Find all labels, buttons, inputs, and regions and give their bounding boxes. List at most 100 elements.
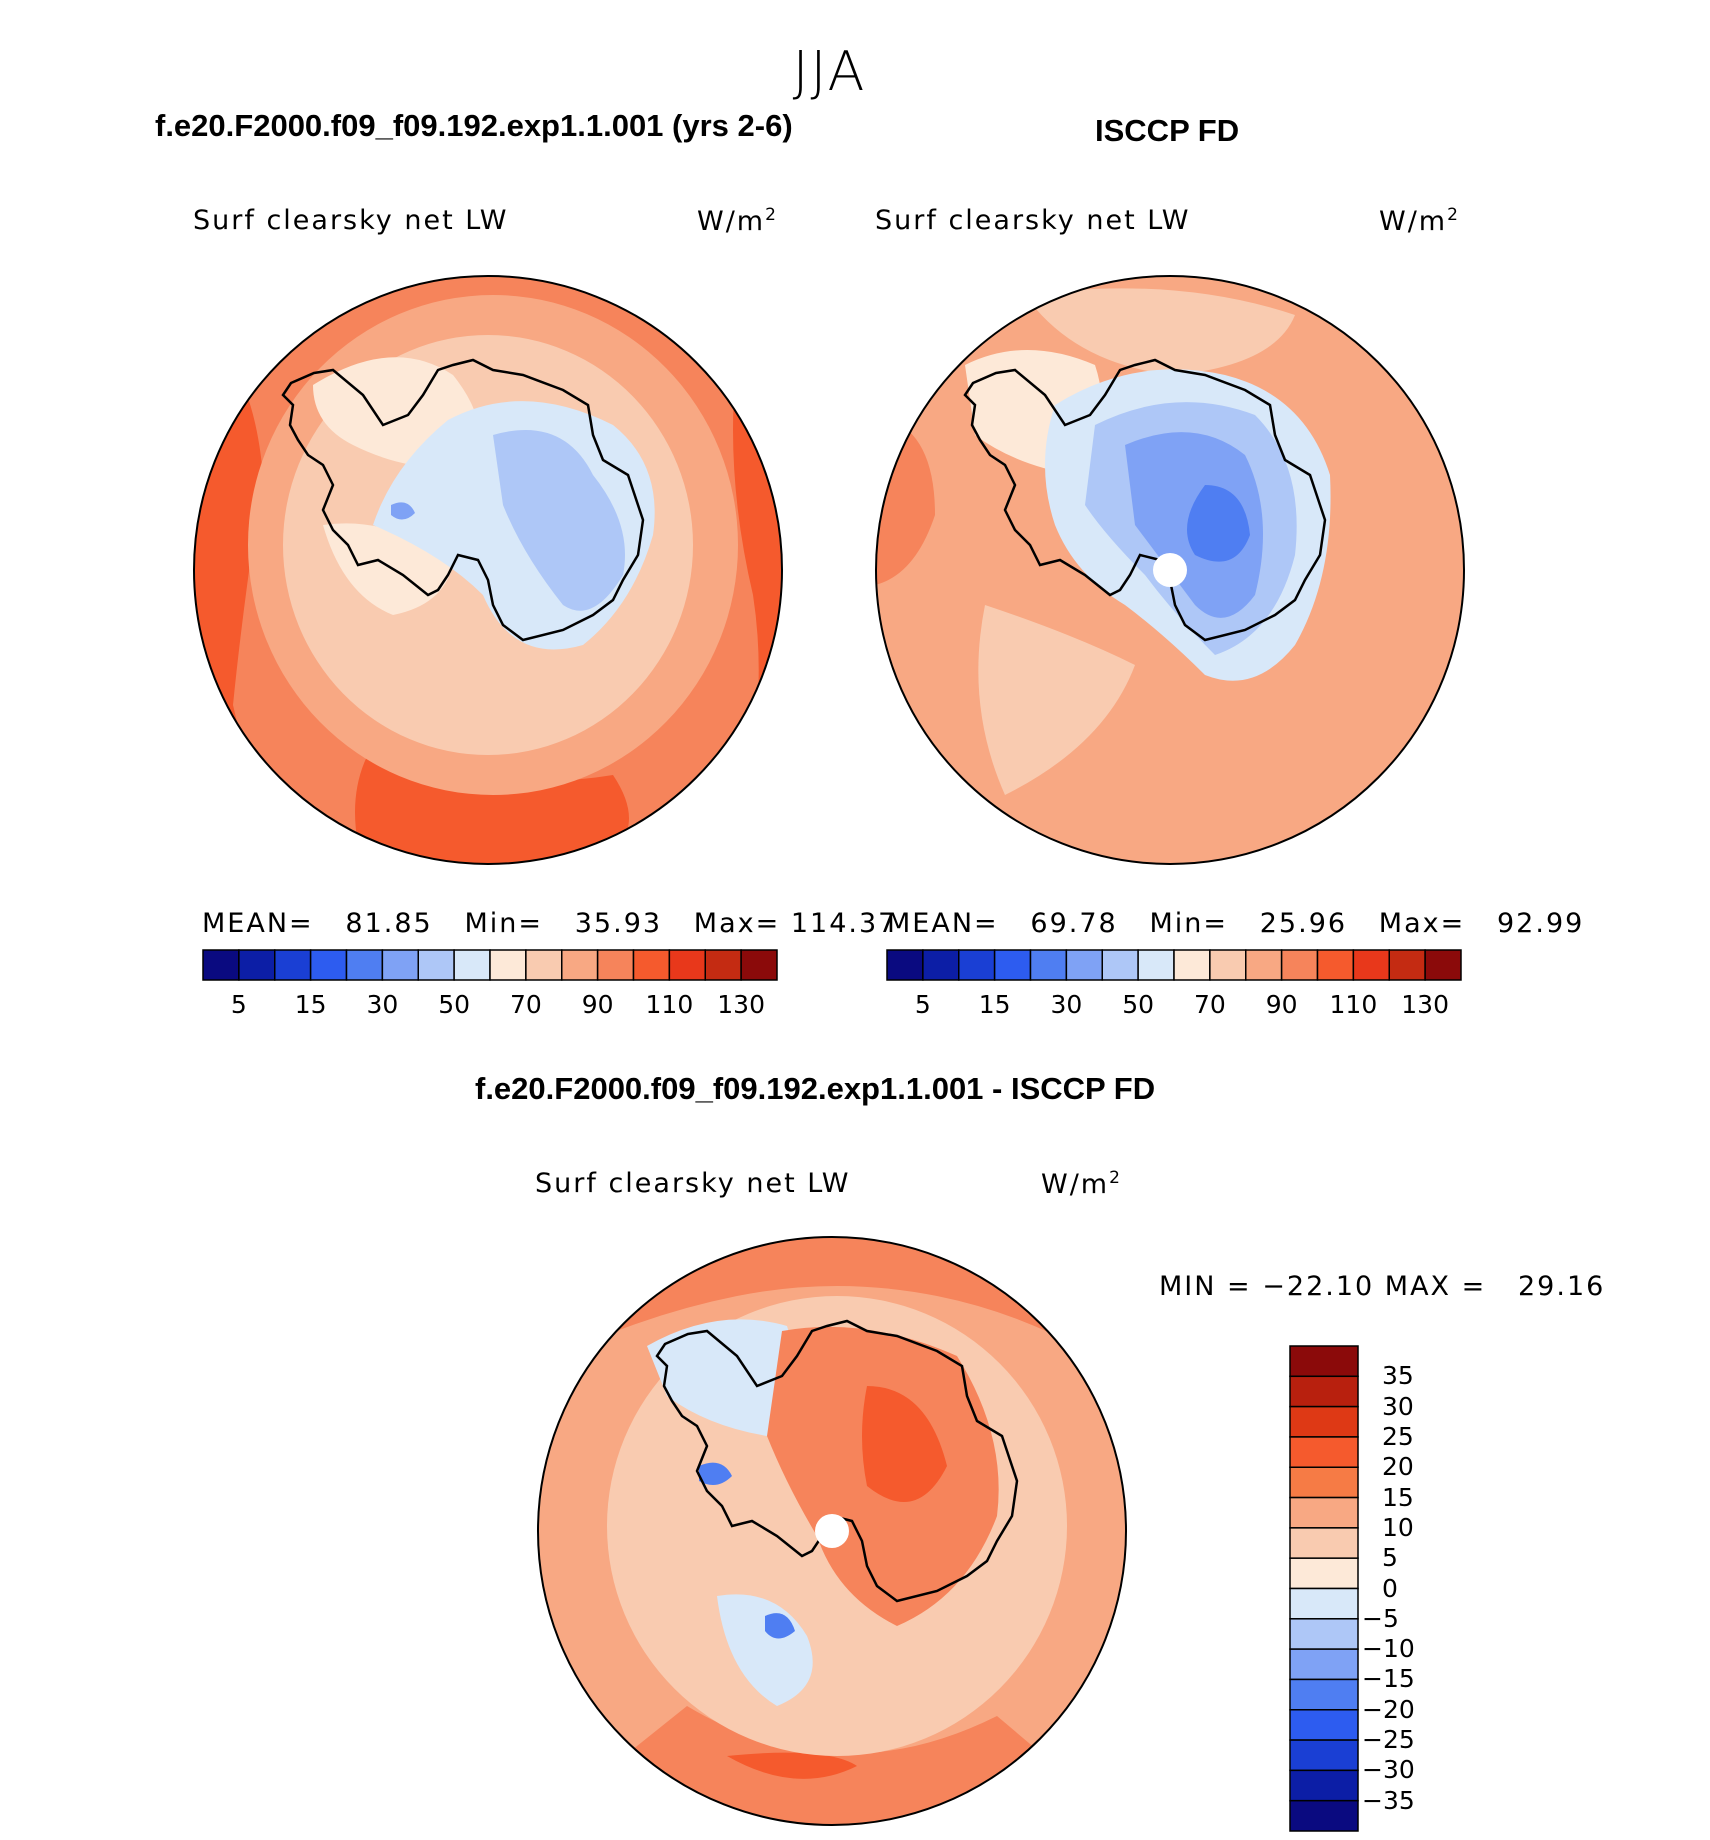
difference-field-south-max (727, 1752, 857, 1779)
obs-colorbar-swatch (1029, 949, 1068, 981)
model-polar-map (193, 275, 783, 865)
difference-colorbar-swatch (1289, 1648, 1359, 1681)
difference-colorbar-tick-label: −20 (1362, 1694, 1415, 1724)
obs-field-north-lobe (1025, 288, 1295, 375)
difference-field-local-min-2 (765, 1613, 795, 1639)
obs-colorbar-swatch (1137, 949, 1175, 981)
model-colorbar-swatch (345, 949, 384, 981)
model-colorbar-swatch (202, 949, 240, 981)
difference-colorbar-swatch (1289, 1375, 1359, 1408)
model-variable-label: Surf clearsky net LW (193, 205, 509, 236)
difference-colorbar-tick-label: 0 (1382, 1573, 1398, 1603)
difference-field-peninsula-cool (647, 1319, 794, 1436)
model-colorbar-ticks: 5 15 30 50 70 90 110 130 (203, 990, 777, 1020)
model-colorbar-swatch (309, 949, 348, 981)
difference-colorbar-tick-label: −15 (1362, 1664, 1415, 1694)
model-colorbar-tick-label: 90 (581, 990, 614, 1019)
obs-colorbar-swatch (993, 949, 1032, 981)
obs-colorbar-swatch (1065, 949, 1103, 981)
difference-colorbar-swatch (1289, 1739, 1359, 1772)
difference-colorbar-swatch (1289, 1557, 1359, 1590)
difference-colorbar-tick-label: 10 (1382, 1512, 1414, 1542)
model-colorbar-tick-label: 130 (717, 990, 765, 1019)
difference-colorbar-swatch (1289, 1345, 1359, 1378)
obs-colorbar-swatch (1316, 949, 1355, 981)
season-title: JJA (792, 40, 867, 103)
obs-variable-label: Surf clearsky net LW (875, 205, 1191, 236)
difference-colorbar-tick-label: 25 (1382, 1421, 1414, 1451)
model-colorbar-swatch (632, 949, 671, 981)
obs-colorbar-swatch (922, 949, 960, 981)
obs-map-border (875, 275, 1465, 865)
model-colorbar-swatch (274, 949, 312, 981)
difference-pole-hole (815, 1514, 849, 1548)
difference-colorbar-tick-label: −30 (1362, 1755, 1415, 1785)
difference-colorbar-swatch (1289, 1405, 1359, 1438)
obs-colorbar-swatch (1424, 949, 1462, 981)
difference-antarctica-coastline (655, 1319, 1019, 1603)
model-colorbar-swatch (525, 949, 563, 981)
obs-colorbar-swatch (1173, 949, 1211, 981)
obs-colorbar-swatch (886, 949, 924, 981)
obs-stats: MEAN= 69.78 Min= 25.96 Max= 92.99 (887, 908, 1585, 939)
model-colorbar-swatch (704, 949, 742, 981)
obs-colorbar-swatch (1245, 949, 1283, 981)
obs-colorbar-swatch (958, 949, 996, 981)
difference-colorbar (1289, 1345, 1359, 1832)
difference-colorbar-tick-label: −10 (1362, 1634, 1415, 1664)
obs-colorbar (886, 949, 1462, 981)
difference-colorbar-swatch (1289, 1466, 1359, 1499)
difference-polar-map (537, 1236, 1127, 1826)
model-colorbar-tick-label: 15 (294, 990, 327, 1019)
difference-colorbar-tick-label: 30 (1382, 1391, 1414, 1421)
model-field-local-min (391, 502, 415, 520)
difference-colorbar-swatch (1289, 1587, 1359, 1620)
obs-antarctica-coastline (963, 358, 1327, 642)
obs-units-label: W/m2 (1379, 205, 1460, 237)
obs-colorbar-tick-label: 30 (1050, 990, 1083, 1019)
model-colorbar-tick-label: 5 (230, 990, 247, 1019)
model-units-label: W/m2 (697, 205, 778, 237)
obs-colorbar-tick-label: 90 (1265, 990, 1298, 1019)
difference-colorbar-tick-label: 15 (1382, 1482, 1414, 1512)
difference-colorbar-tick-label: 5 (1382, 1543, 1398, 1573)
obs-polar-map (875, 275, 1465, 865)
model-colorbar-tick-label: 30 (366, 990, 399, 1019)
obs-colorbar-tick-label: 50 (1122, 990, 1155, 1019)
difference-colorbar-tick-label: −5 (1362, 1603, 1399, 1633)
obs-pole-hole (1153, 553, 1187, 587)
difference-colorbar-swatch (1289, 1799, 1359, 1832)
obs-colorbar-tick-label: 70 (1193, 990, 1226, 1019)
obs-colorbar-tick-label: 5 (914, 990, 931, 1019)
model-colorbar-swatch (417, 949, 455, 981)
model-colorbar-swatch (453, 949, 491, 981)
difference-colorbar-ticks: 35 30 25 20 15 10 5 0 −5 −10 −15 −20 −25 −30 −35 (1362, 1346, 1460, 1831)
difference-stats: MIN = −22.10 MAX = 29.16 (1159, 1271, 1606, 1302)
model-colorbar-tick-label: 110 (645, 990, 694, 1019)
difference-units-label: W/m2 (1041, 1168, 1122, 1200)
difference-variable-label: Surf clearsky net LW (535, 1168, 851, 1199)
difference-colorbar-swatch (1289, 1496, 1359, 1529)
difference-colorbar-swatch (1289, 1618, 1359, 1650)
model-colorbar (202, 949, 778, 981)
obs-colorbar-swatch (1352, 949, 1390, 981)
model-antarctica-coastline (281, 358, 645, 642)
model-colorbar-swatch (381, 949, 419, 981)
model-map-border (193, 275, 783, 865)
model-colorbar-swatch (238, 949, 276, 981)
difference-panel-title: f.e20.F2000.f09_f09.192.exp1.1.001 - ISC… (475, 1071, 1156, 1106)
difference-field-local-min-1 (699, 1462, 732, 1485)
obs-colorbar-swatch (1209, 949, 1247, 981)
obs-colorbar-swatch (1388, 949, 1426, 981)
model-panel-title: f.e20.F2000.f09_f09.192.exp1.1.001 (yrs … (155, 108, 793, 143)
obs-colorbar-tick-label: 15 (978, 990, 1011, 1019)
difference-colorbar-swatch (1289, 1769, 1359, 1802)
model-stats: MEAN= 81.85 Min= 35.93 Max= 114.37 (202, 908, 898, 939)
difference-colorbar-tick-label: 20 (1382, 1452, 1414, 1482)
model-colorbar-tick-label: 70 (509, 990, 542, 1019)
difference-field-plateau-max (862, 1386, 947, 1502)
obs-field-southwest-lobe (978, 605, 1135, 795)
model-colorbar-swatch (740, 949, 778, 981)
model-field-plateau-cold (493, 430, 625, 611)
model-colorbar-tick-label: 50 (438, 990, 471, 1019)
